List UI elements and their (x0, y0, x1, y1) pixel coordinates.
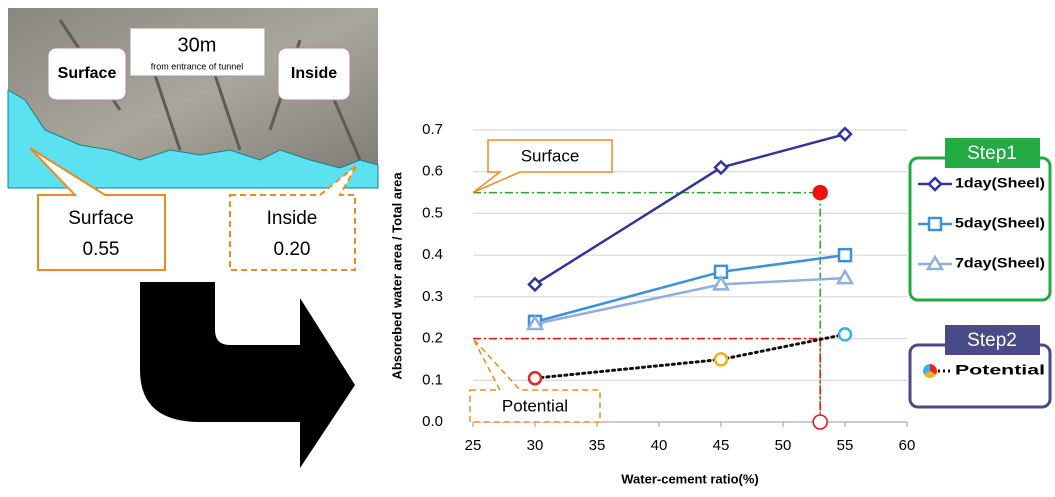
callout-label: Potential (502, 396, 568, 415)
marker (839, 249, 851, 261)
marker (838, 271, 852, 283)
series-line (535, 255, 845, 322)
distance: 30m (178, 34, 217, 56)
legend-title: Step2 (967, 330, 1017, 351)
x-tick-label: 35 (589, 437, 606, 454)
series-line (535, 278, 845, 324)
marker (929, 218, 941, 230)
estimate-point (813, 186, 827, 200)
arrow (140, 282, 355, 468)
x-tick-label: 30 (527, 437, 544, 454)
y-tick-label: 0.4 (422, 246, 443, 263)
legend-label: 7day(Sheel) (955, 255, 1045, 271)
legend-title: Step1 (967, 143, 1017, 164)
marker (529, 372, 541, 384)
estimate-point (813, 415, 827, 429)
callout-value: 0.55 (83, 239, 120, 260)
marker (714, 277, 728, 289)
photo-label: Surface (58, 65, 117, 82)
callout-value: 0.20 (274, 239, 311, 260)
distance-note: from entrance of tunnel (151, 61, 244, 71)
x-tick-label: 50 (775, 437, 792, 454)
marker (715, 353, 727, 365)
figure: 30m from entrance of tunnel Surface Insi… (0, 0, 1055, 492)
x-axis-title: Water-cement ratio(%) (621, 471, 758, 486)
y-tick-label: 0.2 (422, 330, 443, 347)
x-tick-label: 25 (465, 437, 482, 454)
marker (529, 278, 541, 290)
x-tick-label: 40 (651, 437, 668, 454)
y-axis-title: Absorebed water area / Total area (389, 172, 404, 380)
chart: 0.0 0.1 0.2 0.3 0.4 0.5 0.6 0.7 25 30 35 40 45 50 55 60… (389, 121, 1050, 486)
series-line (535, 334, 845, 378)
legend-label: 5day(Sheel) (955, 215, 1045, 231)
x-tick-label: 45 (713, 437, 730, 454)
legend-label: 1day(Sheel) (955, 175, 1045, 191)
y-tick-label: 0.5 (422, 204, 443, 221)
y-tick-label: 0.1 (422, 371, 443, 388)
x-tick-label: 55 (837, 437, 854, 454)
y-tick-label: 0.0 (422, 413, 443, 430)
callout-title: Surface (68, 208, 133, 229)
legend-label: Potential (955, 362, 1045, 378)
y-tick-label: 0.6 (422, 163, 443, 180)
callout-label: Surface (521, 146, 580, 165)
y-tick-label: 0.7 (422, 121, 443, 138)
marker (839, 328, 851, 340)
photo-label: Inside (291, 65, 337, 82)
x-tick-label: 60 (899, 437, 916, 454)
y-tick-label: 0.3 (422, 288, 443, 305)
callout-title: Inside (267, 208, 318, 229)
